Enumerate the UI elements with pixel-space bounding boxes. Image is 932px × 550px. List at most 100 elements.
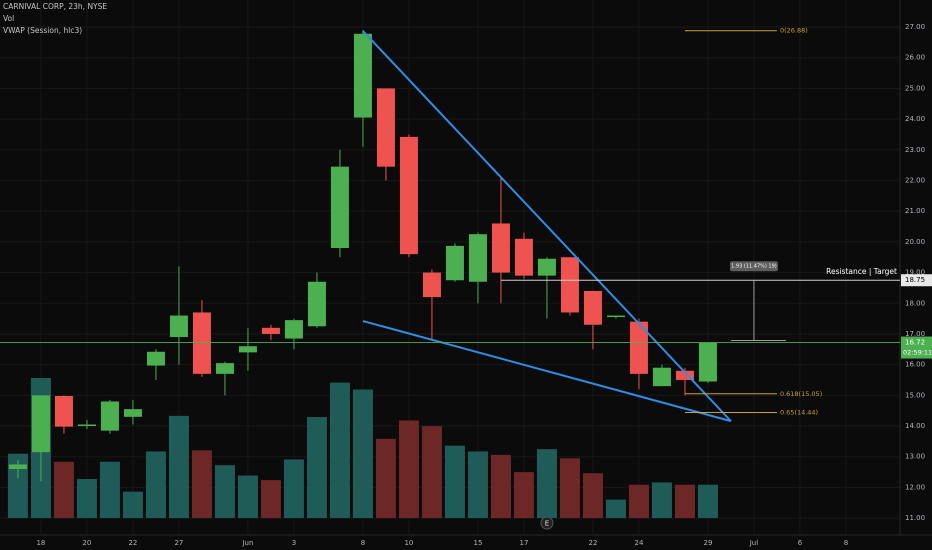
indicator-label: VWAP (Session, hlc3) [3,26,82,35]
x-tick-label: Jun [241,539,253,547]
x-tick-label: 27 [174,539,183,547]
y-tick-label: 13.00 [905,453,925,461]
candle-body [606,315,625,318]
volume-bar [352,389,373,518]
candle-body [468,234,487,282]
volume-bar [122,491,143,518]
candle-body [123,409,142,417]
resistance-price: 18.75 [905,276,925,284]
candle-body [698,342,717,382]
candle-body [8,464,27,470]
fib-label: 0.618(15.05) [780,390,822,398]
x-tick-label: 22 [588,539,597,547]
chart-title: CARNIVAL CORP, 23h, NYSE [3,2,107,11]
volume-bar [490,454,511,518]
resistance-price-box [901,274,932,287]
x-tick-label: 20 [82,539,91,547]
volume-bar [168,415,189,518]
x-tick-label: 3 [292,539,296,547]
candle-body [77,424,96,427]
x-tick-label: 29 [703,539,712,547]
candle-body [560,257,579,313]
volume-bar [467,451,488,518]
volume-bar [7,453,28,518]
volume-bar [283,459,304,518]
volume-bar [398,420,419,518]
candle-body [54,395,73,427]
volume-bar [559,458,580,518]
x-tick-label: 24 [634,539,643,547]
x-tick-label: 15 [473,539,482,547]
y-tick-label: 17.00 [905,330,925,338]
candle-body [330,166,349,249]
y-tick-label: 27.00 [905,23,925,31]
volume-bar [628,484,649,518]
volume-bar [605,499,626,518]
y-tick-label: 22.00 [905,176,925,184]
trendline [362,320,732,423]
y-tick-label: 23.00 [905,146,925,154]
candle-body [215,363,234,374]
candle-body [169,315,188,338]
volume-bar [237,475,258,518]
candle-body [652,367,671,387]
y-tick-label: 12.00 [905,483,925,491]
candles [8,30,717,482]
volume [7,378,718,518]
resistance-label: Resistance | Target [826,267,897,276]
candle-body [675,370,694,380]
fib-label: 0(26.88) [780,27,808,35]
candle-body [100,401,119,431]
volume-bar [444,445,465,518]
candle-body [376,88,395,167]
y-tick-label: 18.00 [905,299,925,307]
y-tick-label: 25.00 [905,84,925,92]
drawings: 0(26.88) 0.618(15.05) 0.65(14.44) Resistanc… [0,27,900,423]
y-tick-label: 20.00 [905,238,925,246]
y-tick-label: 21.00 [905,207,925,215]
candle-body [583,290,602,325]
fib-label: 0.65(14.44) [780,409,818,417]
candle-body [537,258,556,276]
volume-bar [375,438,396,518]
x-tick-label: 8 [361,539,365,547]
measure-label: 1.93 (11.47%) 19) [731,264,777,270]
candle-body [491,223,510,273]
candle-body [399,136,418,255]
volume-bar [329,382,350,518]
y-tick-label: 16.00 [905,361,925,369]
volume-bar [651,482,672,518]
last-price-box [901,336,932,359]
volume-bar [260,480,281,518]
x-tick-label: 10 [404,539,413,547]
candle-body [629,321,648,374]
x-tick-label: 8 [844,539,848,547]
x-tick-label: 22 [128,539,137,547]
y-tick-label: 19.00 [905,269,925,277]
volume-bar [53,461,74,518]
candle-body [422,272,441,298]
candle-body [514,238,533,276]
y-tick-label: 14.00 [905,422,925,430]
last-price: 16.72 [905,339,925,347]
volume-bar [582,473,603,518]
x-tick-label: 6 [798,539,803,547]
y-tick-label: 15.00 [905,391,925,399]
axes: 11.00 12.00 13.00 14.00 15.00 16.00 17.00 18.00… [36,23,932,547]
volume-bar [536,449,557,518]
volume-bar [76,478,97,518]
volume-bar [191,450,212,518]
candle-body [307,281,326,327]
measure-box [729,261,778,272]
candle-body [284,320,303,339]
y-tick-label: 24.00 [905,115,925,123]
candle-body [353,33,372,118]
volume-bar [513,472,534,518]
volume-bar [214,465,235,518]
x-tick-label: Jul [749,539,759,547]
countdown: 02:59:11 [903,349,932,357]
volume-bar [99,461,120,518]
